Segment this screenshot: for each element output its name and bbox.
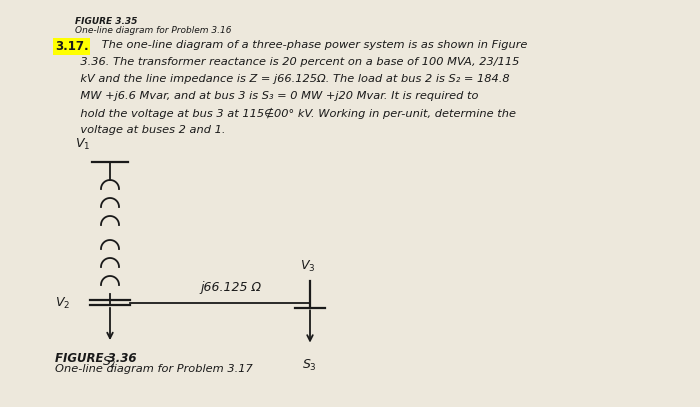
Text: j66.125 Ω: j66.125 Ω — [200, 282, 261, 295]
Text: 3.17.: 3.17. — [55, 40, 89, 53]
Text: FIGURE 3.35: FIGURE 3.35 — [75, 17, 137, 26]
Text: FIGURE 3.36: FIGURE 3.36 — [55, 352, 136, 365]
Text: voltage at buses 2 and 1.: voltage at buses 2 and 1. — [55, 125, 225, 135]
Text: The one-line diagram of a three-phase power system is as shown in Figure: The one-line diagram of a three-phase po… — [98, 40, 527, 50]
Text: $V_2$: $V_2$ — [55, 295, 70, 311]
Text: One-line diagram for Problem 3.17: One-line diagram for Problem 3.17 — [55, 364, 253, 374]
Text: hold the voltage at bus 3 at 115∉00° kV. Working in per-unit, determine the: hold the voltage at bus 3 at 115∉00° kV.… — [55, 108, 516, 119]
Text: One-line diagram for Problem 3.16: One-line diagram for Problem 3.16 — [75, 26, 232, 35]
Text: $V_1$: $V_1$ — [75, 137, 90, 152]
Text: MW +j6.6 Mvar, and at bus 3 is S₃ = 0 MW +j20 Mvar. It is required to: MW +j6.6 Mvar, and at bus 3 is S₃ = 0 MW… — [55, 91, 479, 101]
Text: $S_3$: $S_3$ — [302, 357, 317, 372]
Text: kV and the line impedance is Z = j66.125Ω. The load at bus 2 is S₂ = 184.8: kV and the line impedance is Z = j66.125… — [55, 74, 510, 84]
Text: $V_3$: $V_3$ — [300, 259, 316, 274]
Text: 3.36. The transformer reactance is 20 percent on a base of 100 MVA, 23/115: 3.36. The transformer reactance is 20 pe… — [55, 57, 519, 67]
Text: $S_2$: $S_2$ — [102, 355, 116, 370]
